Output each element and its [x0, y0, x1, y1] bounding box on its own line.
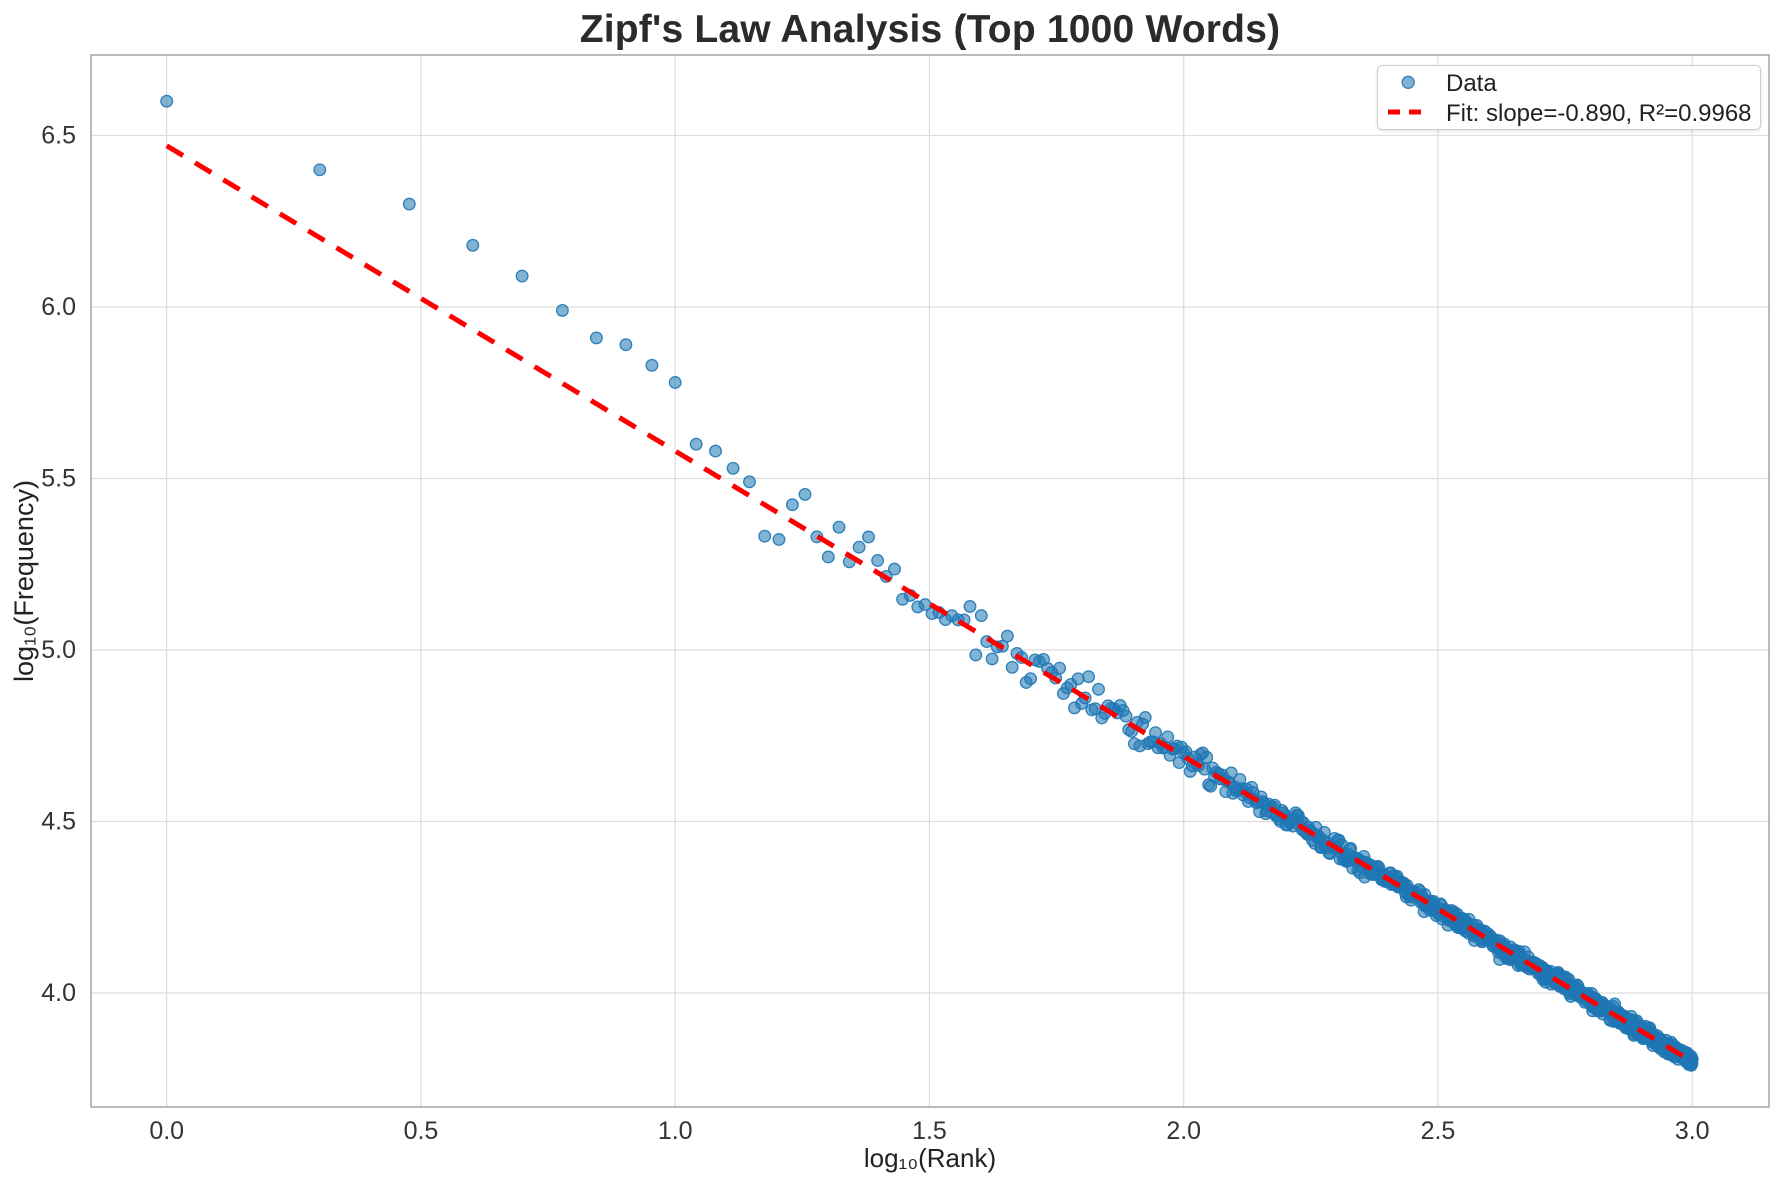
svg-text:1.0: 1.0 — [658, 1117, 693, 1145]
svg-text:5.5: 5.5 — [41, 465, 76, 493]
svg-text:0.5: 0.5 — [404, 1117, 439, 1145]
svg-text:log₁₀(Frequency): log₁₀(Frequency) — [9, 480, 39, 682]
svg-text:log₁₀(Rank): log₁₀(Rank) — [864, 1143, 996, 1173]
svg-text:1.5: 1.5 — [912, 1117, 947, 1145]
svg-text:4.0: 4.0 — [41, 979, 76, 1007]
svg-text:2.0: 2.0 — [1166, 1117, 1201, 1145]
svg-text:6.5: 6.5 — [41, 122, 76, 150]
svg-text:4.5: 4.5 — [41, 808, 76, 836]
svg-text:6.0: 6.0 — [41, 293, 76, 321]
svg-text:5.0: 5.0 — [41, 636, 76, 664]
svg-text:0.0: 0.0 — [149, 1117, 184, 1145]
svg-text:2.5: 2.5 — [1421, 1117, 1456, 1145]
svg-text:3.0: 3.0 — [1675, 1117, 1710, 1145]
